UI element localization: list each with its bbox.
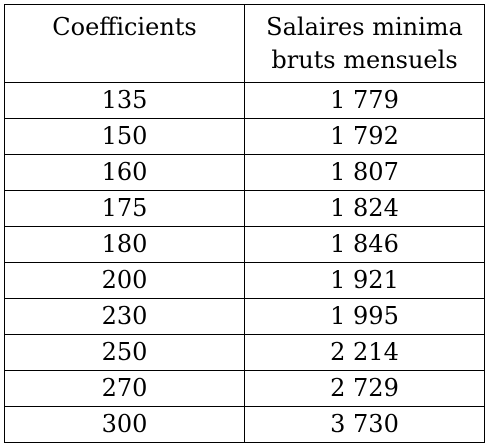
coefficient-cell: 300	[4, 406, 245, 443]
header-salaries: Salaires minima bruts mensuels	[244, 4, 485, 83]
table-row: 180 1 846	[4, 226, 485, 263]
table-row: 135 1 779	[4, 82, 485, 119]
table-row: 230 1 995	[4, 298, 485, 335]
salary-cell: 1 792	[244, 118, 485, 155]
header-row: Coefficients Salaires minima bruts mensu…	[4, 4, 485, 83]
table-row: 150 1 792	[4, 118, 485, 155]
salary-cell: 3 730	[244, 406, 485, 443]
coefficient-cell: 200	[4, 262, 245, 299]
coefficient-cell: 175	[4, 190, 245, 227]
table-row: 300 3 730	[4, 406, 485, 443]
table-row: 250 2 214	[4, 334, 485, 371]
salary-cell: 1 779	[244, 82, 485, 119]
coefficient-cell: 135	[4, 82, 245, 119]
table-row: 200 1 921	[4, 262, 485, 299]
salary-cell: 2 729	[244, 370, 485, 407]
coefficient-cell: 180	[4, 226, 245, 263]
wage-table: Coefficients Salaires minima bruts mensu…	[4, 4, 485, 443]
coefficient-cell: 250	[4, 334, 245, 371]
salary-cell: 1 824	[244, 190, 485, 227]
salary-cell: 2 214	[244, 334, 485, 371]
table-row: 160 1 807	[4, 154, 485, 191]
salary-cell: 1 921	[244, 262, 485, 299]
coefficient-cell: 150	[4, 118, 245, 155]
table-row: 270 2 729	[4, 370, 485, 407]
coefficient-cell: 270	[4, 370, 245, 407]
salary-cell: 1 846	[244, 226, 485, 263]
table-row: 175 1 824	[4, 190, 485, 227]
salary-cell: 1 807	[244, 154, 485, 191]
salary-cell: 1 995	[244, 298, 485, 335]
table-body: 135 1 779 150 1 792 160 1 807 175 1 824 …	[4, 82, 485, 443]
header-coefficients: Coefficients	[4, 4, 245, 83]
coefficient-cell: 160	[4, 154, 245, 191]
coefficient-cell: 230	[4, 298, 245, 335]
